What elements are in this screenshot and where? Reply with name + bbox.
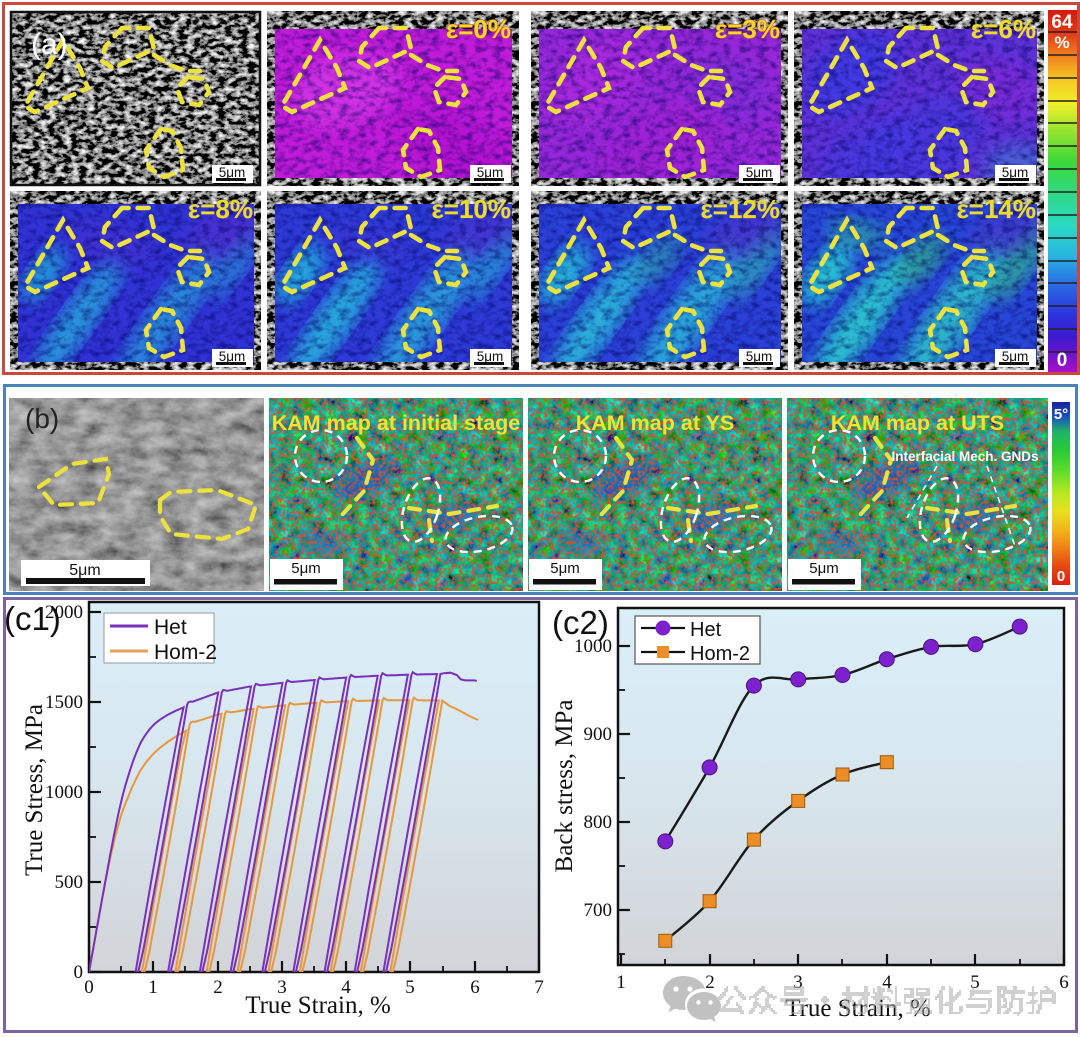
svg-text:%: % — [1054, 33, 1069, 52]
svg-text:True Strain, %: True Strain, % — [245, 992, 391, 1019]
svg-text:Het: Het — [690, 619, 722, 641]
svg-text:5μm: 5μm — [746, 165, 773, 180]
svg-text:1500: 1500 — [45, 692, 83, 713]
svg-text:5°: 5° — [1054, 406, 1068, 423]
svg-text:5μm: 5μm — [550, 560, 579, 577]
svg-text:5μm: 5μm — [477, 165, 504, 180]
svg-text:5μm: 5μm — [477, 349, 504, 364]
svg-text:2: 2 — [213, 977, 223, 998]
svg-text:True Stress, MPa: True Stress, MPa — [21, 704, 48, 876]
svg-text:5μm: 5μm — [69, 562, 100, 579]
svg-text:Back stress, MPa: Back stress, MPa — [551, 700, 578, 873]
svg-text:ε=3%: ε=3% — [715, 14, 780, 44]
svg-text:0: 0 — [1057, 350, 1068, 371]
svg-text:0: 0 — [84, 977, 94, 998]
svg-text:500: 500 — [55, 872, 84, 893]
svg-text:800: 800 — [584, 812, 613, 833]
svg-text:ε=14%: ε=14% — [956, 194, 1036, 224]
svg-text:5: 5 — [970, 972, 980, 993]
svg-text:ε=8%: ε=8% — [188, 194, 253, 224]
svg-text:5μm: 5μm — [1002, 165, 1029, 180]
svg-text:0: 0 — [1057, 568, 1065, 585]
svg-text:6: 6 — [1059, 972, 1069, 993]
svg-text:True Strain, %: True Strain, % — [785, 995, 931, 1022]
svg-text:5μm: 5μm — [291, 560, 320, 577]
svg-text:4: 4 — [882, 972, 892, 993]
svg-text:KAM map at initial stage: KAM map at initial stage — [272, 411, 521, 435]
svg-text:900: 900 — [584, 724, 613, 745]
svg-text:Hom-2: Hom-2 — [690, 643, 750, 665]
svg-text:KAM map at UTS: KAM map at UTS — [831, 411, 1004, 435]
svg-text:6: 6 — [470, 977, 480, 998]
svg-text:Hom-2: Hom-2 — [154, 641, 217, 664]
svg-text:1: 1 — [148, 977, 158, 998]
svg-text:ε=10%: ε=10% — [431, 194, 511, 224]
svg-text:(c1): (c1) — [4, 600, 61, 637]
svg-text:5μm: 5μm — [1002, 349, 1029, 364]
svg-text:5: 5 — [405, 977, 415, 998]
svg-text:64: 64 — [1051, 12, 1073, 33]
svg-text:5μm: 5μm — [809, 560, 838, 577]
svg-text:(c2): (c2) — [552, 604, 609, 641]
svg-text:3: 3 — [277, 977, 287, 998]
svg-text:Het: Het — [154, 616, 187, 639]
svg-text:5μm: 5μm — [746, 349, 773, 364]
svg-text:5μm: 5μm — [219, 349, 246, 364]
svg-text:ε=0%: ε=0% — [446, 14, 511, 44]
svg-text:3: 3 — [793, 972, 803, 993]
svg-text:5μm: 5μm — [219, 165, 246, 180]
svg-text:1000: 1000 — [574, 636, 612, 657]
svg-text:(b): (b) — [25, 403, 59, 434]
svg-text:1000: 1000 — [45, 782, 83, 803]
svg-text:7: 7 — [534, 977, 544, 998]
svg-text:ε=6%: ε=6% — [971, 14, 1036, 44]
svg-text:4: 4 — [341, 977, 351, 998]
svg-text:KAM map at YS: KAM map at YS — [576, 411, 735, 435]
svg-text:Interfacial Mech. GNDs: Interfacial Mech. GNDs — [891, 449, 1038, 464]
svg-text:1: 1 — [616, 972, 626, 993]
svg-text:(a): (a) — [31, 28, 68, 61]
svg-text:2: 2 — [705, 972, 715, 993]
svg-text:700: 700 — [584, 900, 613, 921]
svg-text:ε=12%: ε=12% — [700, 194, 780, 224]
svg-text:0: 0 — [74, 962, 84, 983]
svg-text:2000: 2000 — [45, 602, 83, 623]
